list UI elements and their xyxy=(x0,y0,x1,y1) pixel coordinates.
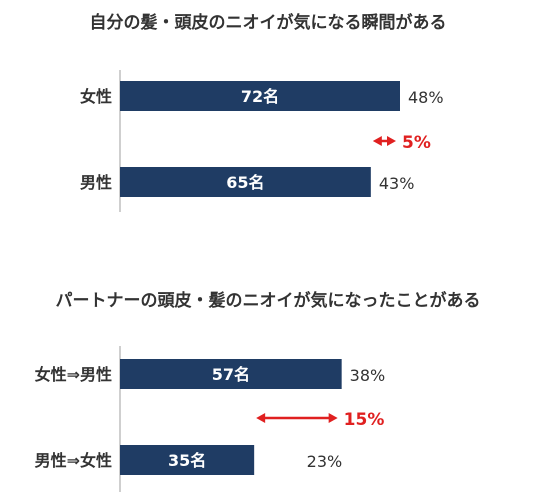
chart-2-difference-arrowhead-right xyxy=(328,413,338,423)
chart-1-difference-arrowhead-left xyxy=(372,136,382,146)
chart-1-difference-label: 5% xyxy=(402,133,431,153)
chart-2-title: パートナーの頭皮・髪のニオイが気になったことがある xyxy=(55,291,481,311)
chart-1-value-label: 48% xyxy=(408,88,444,107)
chart-2-difference-arrowhead-left xyxy=(256,413,266,423)
chart-1-difference-arrowhead-right xyxy=(387,136,396,146)
chart-1-bar-count-label: 72名 xyxy=(241,87,279,106)
chart-2-category-label: 男性⇒女性 xyxy=(35,451,112,470)
chart-2-value-label: 38% xyxy=(350,366,386,385)
chart-1-category-label: 男性 xyxy=(80,173,112,192)
chart-2-bar xyxy=(120,445,255,475)
chart-2-difference-label: 15% xyxy=(344,410,385,430)
chart-2-bar-count-label: 35名 xyxy=(168,451,206,470)
chart-2-bar-count-label: 57名 xyxy=(212,365,250,384)
chart-2-category-label: 女性⇒男性 xyxy=(35,365,112,384)
chart-2-value-label: 23% xyxy=(307,452,343,471)
chart-1-bar xyxy=(120,167,371,197)
chart-1-value-label: 43% xyxy=(379,174,415,193)
chart-1-bar xyxy=(120,81,400,111)
chart-1-title: 自分の髪・頭皮のニオイが気になる瞬間がある xyxy=(89,13,447,33)
chart-2-bar xyxy=(120,359,342,389)
chart-1-category-label: 女性 xyxy=(80,87,112,106)
chart-1-bar-count-label: 65名 xyxy=(226,173,264,192)
